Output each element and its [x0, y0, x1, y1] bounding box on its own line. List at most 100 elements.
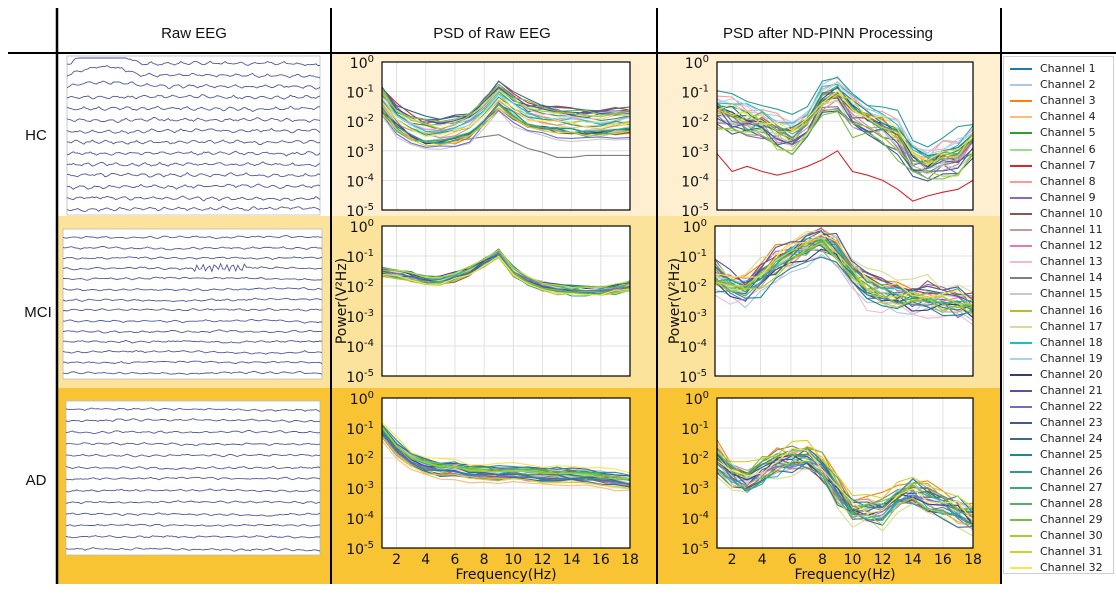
legend-label: Channel 4	[1040, 110, 1096, 124]
legend-swatch	[1010, 132, 1032, 135]
legend-item: Channel 4	[1004, 109, 1114, 125]
series-line-channel-22	[382, 432, 630, 485]
series-line-channel-13	[717, 80, 973, 151]
legend-swatch	[1010, 422, 1032, 425]
legend-label: Channel 13	[1040, 255, 1103, 269]
raw-eeg-trace	[66, 57, 320, 67]
raw-eeg-trace	[66, 205, 321, 212]
legend-item: Channel 11	[1004, 222, 1114, 238]
series-line-channel-32	[717, 90, 973, 161]
psd-panel-hc-raw: 100 10-1 10-2 10-3 10-4 10-5	[346, 54, 631, 220]
series-line-channel-1	[382, 86, 630, 126]
raw-eeg-trace	[66, 523, 321, 527]
series-line-channel-16	[382, 93, 630, 134]
legend-swatch	[1010, 309, 1032, 312]
header-psd-nd: PSD after ND-PINN Processing	[723, 25, 933, 42]
legend-swatch	[1010, 567, 1032, 570]
legend-swatch	[1010, 261, 1032, 264]
raw-eeg-panels	[62, 55, 323, 556]
y-tick-label: 10-3	[679, 308, 707, 326]
y-axis-label: Power(V²Hz)	[667, 258, 683, 344]
series-line-channel-5	[382, 90, 630, 131]
legend-label: Channel 7	[1040, 158, 1096, 172]
y-tick-label: 10-2	[346, 278, 374, 296]
row-label-mci: MCI	[24, 304, 52, 321]
x-tick-label: 6	[788, 552, 797, 568]
legend-label: Channel 18	[1040, 335, 1103, 349]
x-tick-label: 12	[874, 552, 892, 568]
legend-swatch	[1010, 406, 1032, 409]
y-tick-label: 10-3	[346, 143, 374, 161]
raw-eeg-trace	[62, 360, 323, 365]
series-line-channel-30	[382, 256, 630, 296]
y-tick-label: 10-1	[346, 248, 374, 266]
legend-swatch	[1010, 454, 1032, 457]
raw-eeg-trace	[66, 127, 321, 135]
y-tick-label: 100	[350, 218, 374, 236]
legend-label: Channel 28	[1040, 496, 1103, 510]
series-line-channel-21	[715, 232, 973, 301]
plot-frame	[714, 225, 974, 377]
legend-swatch	[1010, 293, 1032, 296]
legend-swatch	[1010, 438, 1032, 441]
raw-eeg-trace	[62, 235, 322, 240]
series-group	[715, 227, 973, 326]
raw-eeg-trace	[63, 339, 323, 344]
x-tick-label: 4	[758, 552, 767, 568]
legend-swatch	[1010, 229, 1032, 231]
legend-label: Channel 9	[1040, 190, 1096, 204]
y-tick-label: 10-1	[679, 248, 707, 266]
y-tick-label: 10-4	[346, 338, 374, 356]
legend-label: Channel 32	[1040, 561, 1103, 575]
legend-item: Channel 23	[1004, 415, 1114, 431]
x-tick-label: 4	[421, 552, 430, 568]
series-line-channel-4	[382, 440, 630, 492]
x-tick-label: 12	[534, 552, 552, 568]
legend-label: Channel 25	[1040, 448, 1103, 462]
header-raw-eeg: Raw EEG	[161, 25, 227, 42]
raw-eeg-trace	[66, 150, 321, 157]
series-line-channel-30	[715, 242, 973, 315]
legend-label: Channel 19	[1040, 351, 1103, 365]
table-lines	[8, 8, 1116, 584]
raw-eeg-trace	[66, 183, 321, 190]
series-group	[717, 439, 973, 537]
series-line-channel-25	[715, 256, 973, 317]
legend-swatch	[1010, 196, 1032, 199]
series-line-channel-30	[717, 108, 973, 177]
raw-eeg-trace	[65, 488, 321, 493]
row-label-hc: HC	[25, 127, 47, 144]
raw-eeg-trace	[62, 262, 322, 273]
x-axis-label: Frequency(Hz)	[794, 567, 895, 583]
legend-item: Channel 21	[1004, 383, 1114, 399]
legend-item: Channel 22	[1004, 399, 1114, 415]
raw-eeg-trace	[65, 547, 321, 552]
legend-item: Channel 1	[1004, 61, 1114, 77]
legend-item: Channel 32	[1004, 560, 1114, 576]
legend-swatch	[1010, 390, 1032, 392]
series-line-channel-32	[382, 422, 630, 474]
legend-item: Channel 29	[1004, 512, 1114, 528]
y-tick-label: 10-2	[346, 450, 374, 468]
raw-eeg-trace	[62, 245, 323, 251]
legend-item: Channel 26	[1004, 464, 1114, 480]
series-group	[382, 248, 630, 297]
series-line-channel-21	[382, 429, 630, 485]
series-line-channel-31	[717, 93, 973, 166]
x-tick-label: 2	[392, 552, 401, 568]
raw-eeg-trace	[62, 308, 323, 312]
x-tick-label: 10	[504, 552, 522, 568]
series-line-channel-22	[715, 243, 973, 319]
raw-eeg-trace	[66, 117, 321, 123]
y-tick-label: 10-1	[681, 84, 709, 102]
series-line-channel-31	[717, 439, 973, 508]
y-tick-label: 10-2	[346, 113, 374, 131]
y-tick-label: 10-5	[346, 540, 374, 558]
y-tick-label: 10-3	[346, 480, 374, 498]
raw-eeg-trace	[62, 370, 323, 375]
legend-swatch	[1010, 551, 1032, 553]
y-tick-label: 10-3	[681, 480, 709, 498]
series-line-channel-28	[717, 452, 973, 518]
legend-label: Channel 8	[1040, 174, 1096, 188]
raw-eeg-trace	[62, 350, 323, 355]
